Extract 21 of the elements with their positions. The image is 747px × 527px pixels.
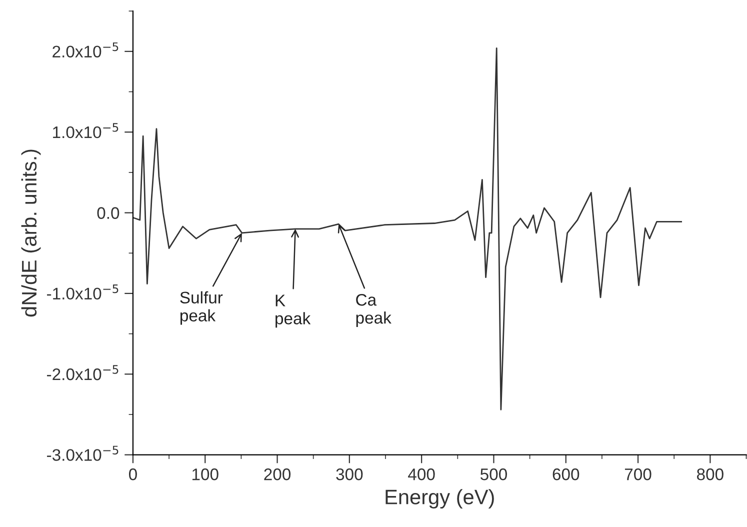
y-tick-label: 2.0x10$^{−5}$ bbox=[52, 42, 118, 58]
y-tick-label: -2.0x10$^{−5}$ bbox=[47, 365, 118, 380]
line-series bbox=[132, 47, 682, 410]
x-axis-title: Energy (eV) bbox=[386, 489, 494, 509]
annotation: Ca peak bbox=[356, 294, 392, 327]
x-tick-label: 300 bbox=[336, 468, 363, 480]
y-tick-label: 0.0 bbox=[97, 207, 120, 219]
annotation: K peak bbox=[276, 294, 311, 328]
x-tick-label: 600 bbox=[552, 468, 580, 480]
y-tick-label: -1.0x10$^{−5}$ bbox=[47, 284, 118, 300]
y-tick-label: 1.0x10$^{−5}$ bbox=[53, 123, 118, 138]
x-tick-label: 400 bbox=[408, 468, 435, 480]
y-tick-label: -3.0x10$^{−5}$ bbox=[47, 446, 118, 461]
y-axis-title: dN/dE (arb. units.) bbox=[21, 150, 41, 317]
x-tick-label: 200 bbox=[264, 468, 291, 480]
x-tick-label: 100 bbox=[192, 468, 218, 480]
x-tick-label: 800 bbox=[697, 468, 724, 480]
annotation: Sulfur peak bbox=[180, 291, 223, 325]
x-tick-label: 0 bbox=[128, 468, 137, 480]
x-tick-label: 700 bbox=[624, 468, 652, 480]
x-tick-label: 500 bbox=[480, 468, 507, 480]
